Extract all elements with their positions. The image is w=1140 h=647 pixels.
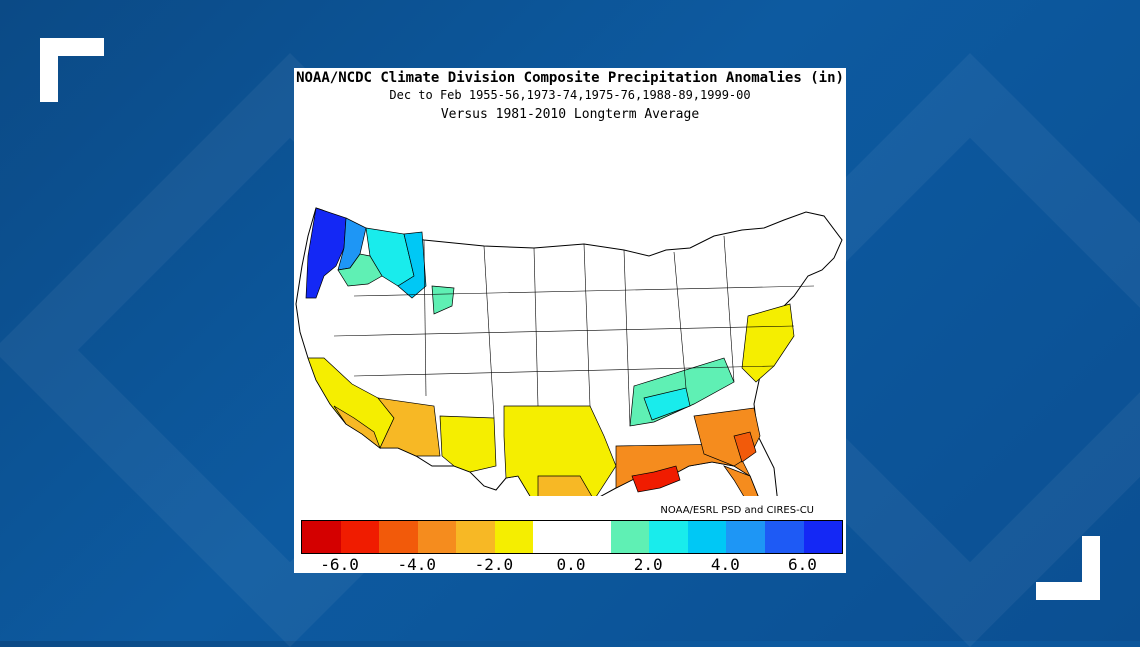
region-montana-west: [431, 285, 455, 315]
colorbar-swatch: [726, 521, 765, 553]
colorbar-ticks: -6.0 -4.0 -2.0 0.0 2.0 4.0 6.0: [294, 555, 846, 574]
colorbar-swatch: [494, 521, 534, 553]
colorbar-tick-label: 4.0: [710, 555, 740, 574]
colorbar-swatch: [764, 521, 804, 553]
region-texas: [503, 405, 617, 496]
region-south-carolina-coast: [733, 431, 757, 463]
colorbar-swatch: [302, 521, 341, 553]
colorbar-swatch: [417, 521, 457, 553]
map-subtitle-baseline: Versus 1981-2010 Longterm Average: [440, 107, 700, 122]
colorbar-swatch: [610, 521, 650, 553]
map-subtitle: Dec to Feb 1955-56,1973-74,1975-76,1988-…: [389, 88, 751, 102]
colorbar-swatch: [803, 521, 843, 553]
precipitation-map-panel: NOAA/NCDC Climate Division Composite Pre…: [294, 68, 846, 574]
map-credit: NOAA/ESRL PSD and CIRES-CU: [660, 505, 814, 516]
colorbar-tick-label: -4.0: [397, 555, 436, 574]
map-title: NOAA/NCDC Climate Division Composite Pre…: [296, 70, 844, 86]
region-mid-atlantic: [741, 303, 795, 383]
colorbar-tick-label: 6.0: [787, 555, 817, 574]
region-southern-louisiana: [631, 465, 681, 493]
colorbar-tick-label: -6.0: [320, 555, 359, 574]
colorbar-swatch: [533, 521, 573, 553]
colorbar-tick-label: 0.0: [556, 555, 586, 574]
colorbar-swatch: [572, 521, 611, 553]
colorbar-swatch: [649, 521, 688, 553]
colorbar-tick-label: 2.0: [633, 555, 663, 574]
us-climate-division-map: [295, 207, 843, 496]
region-south-texas: [537, 475, 593, 496]
division-borders: [333, 235, 815, 427]
region-oregon-north: [337, 253, 383, 287]
colorbar-swatch: [687, 521, 727, 553]
colorbar-swatch: [340, 521, 380, 553]
region-florida: [723, 465, 759, 496]
colorbar-swatch: [456, 521, 495, 553]
precipitation-colorbar: [301, 520, 843, 554]
colorbar-swatch: [379, 521, 418, 553]
colorbar-tick-label: -2.0: [474, 555, 514, 574]
region-tennessee-central: [643, 387, 691, 421]
region-arizona: [377, 397, 441, 457]
region-idaho-panhandle: [397, 231, 427, 299]
